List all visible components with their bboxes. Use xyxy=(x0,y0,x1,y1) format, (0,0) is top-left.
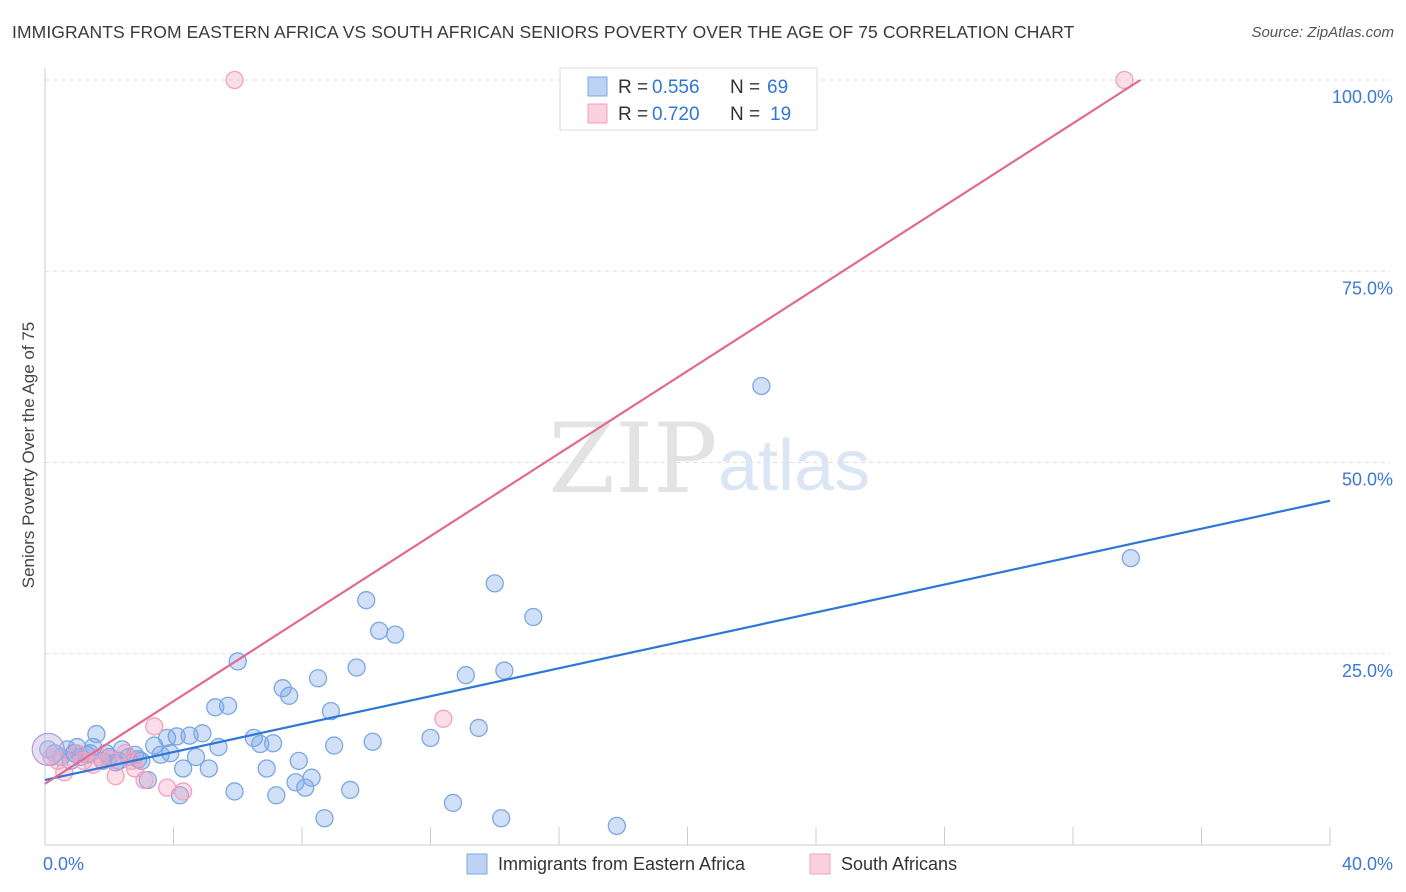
point-series-0-62 xyxy=(456,666,475,685)
point-series-0-36 xyxy=(218,696,238,715)
point-series-0-61 xyxy=(443,793,463,813)
point-series-1-8 xyxy=(106,767,125,786)
point-series-1-18 xyxy=(1115,70,1134,90)
point-series-0-27 xyxy=(167,727,186,746)
point-series-0-63 xyxy=(469,718,488,738)
trend-lines xyxy=(44,79,1331,785)
point-series-0-50 xyxy=(308,669,328,688)
legend-r-label-1: R = xyxy=(618,104,648,125)
point-series-1-14 xyxy=(157,778,177,797)
legend-r-value-0: 0.556 xyxy=(652,77,700,98)
legend-n-label-0: N = xyxy=(730,77,760,98)
point-series-0-11 xyxy=(87,724,106,744)
y-tick-label-1: 50.0% xyxy=(1342,470,1393,490)
point-series-0-64 xyxy=(485,574,504,593)
legend: R = 0.556 N = 69 R = 0.720 N = 19 xyxy=(559,67,818,131)
series-legend-swatch-1 xyxy=(809,853,831,875)
point-series-0-43 xyxy=(267,786,286,805)
legend-swatch-south-africans xyxy=(587,103,608,124)
point-series-1-15 xyxy=(173,782,193,801)
point-series-0-70 xyxy=(1121,548,1140,568)
point-series-0-68 xyxy=(607,816,626,836)
point-series-0-47 xyxy=(289,751,308,770)
trend-line-1 xyxy=(44,79,1142,785)
point-series-0-66 xyxy=(495,661,514,680)
point-series-0-67 xyxy=(524,607,543,627)
legend-r-value-1: 0.720 xyxy=(652,104,700,125)
y-axis-label: Seniors Poverty Over the Age of 75 xyxy=(19,322,38,588)
legend-swatch-eastern-africa xyxy=(587,76,608,97)
point-series-0-29 xyxy=(173,759,193,778)
watermark-zip: ZIP xyxy=(548,403,717,515)
x-tick-label-1: 40.0% xyxy=(1342,854,1393,874)
point-series-0-52 xyxy=(321,701,341,721)
point-series-0-49 xyxy=(302,768,321,787)
point-series-0-51 xyxy=(315,809,334,828)
legend-n-label-1: N = xyxy=(730,104,760,125)
legend-r-label-0: R = xyxy=(618,77,648,98)
point-series-0-56 xyxy=(357,591,376,610)
series-legend: Immigrants from Eastern Africa South Afr… xyxy=(466,853,957,875)
point-series-0-60 xyxy=(421,728,440,748)
source-label: Source: ZipAtlas.com xyxy=(1251,24,1394,41)
point-series-0-42 xyxy=(263,734,283,753)
point-series-0-69 xyxy=(752,376,771,396)
point-series-0-33 xyxy=(199,759,218,778)
y-tick-label-2: 75.0% xyxy=(1342,278,1393,298)
point-series-1-12 xyxy=(135,770,154,790)
series-1 xyxy=(42,70,1134,801)
legend-n-value-1: 19 xyxy=(770,104,791,125)
series-points xyxy=(31,70,1140,836)
chart-title: IMMIGRANTS FROM EASTERN AFRICA VS SOUTH … xyxy=(12,22,1075,42)
point-series-0-58 xyxy=(369,621,389,640)
point-series-0-53 xyxy=(324,736,344,755)
point-series-0-32 xyxy=(193,724,212,743)
tick-labels: 25.0% 50.0% 75.0% 100.0% 0.0% 40.0% xyxy=(43,87,1393,874)
trend-line-0 xyxy=(44,499,1331,782)
point-series-1-16 xyxy=(225,70,244,90)
point-series-0-54 xyxy=(341,780,360,800)
grid-lines xyxy=(45,79,1390,655)
legend-n-value-0: 69 xyxy=(767,77,788,98)
series-legend-swatch-0 xyxy=(466,853,488,875)
watermark: ZIP atlas xyxy=(548,403,870,515)
point-series-1-13 xyxy=(145,717,164,736)
point-series-0-59 xyxy=(386,625,405,644)
series-0 xyxy=(39,376,1140,836)
point-series-0-55 xyxy=(347,658,366,677)
series-legend-label-1: South Africans xyxy=(841,854,957,874)
y-tick-label-0: 25.0% xyxy=(1342,661,1393,681)
point-series-0-45 xyxy=(279,686,299,705)
point-series-0-40 xyxy=(251,734,270,754)
point-series-0-48 xyxy=(296,778,315,797)
series-legend-label-0: Immigrants from Eastern Africa xyxy=(498,854,746,874)
point-series-1-7 xyxy=(100,750,119,769)
x-tick-label-0: 0.0% xyxy=(43,854,84,874)
axes xyxy=(44,68,1331,846)
point-series-0-41 xyxy=(257,759,276,778)
point-series-0-65 xyxy=(492,809,511,828)
point-series-0-31 xyxy=(186,747,206,767)
point-series-0-57 xyxy=(363,732,382,751)
y-tick-label-3: 100.0% xyxy=(1332,87,1393,107)
watermark-atlas: atlas xyxy=(718,426,870,506)
point-series-0-37 xyxy=(225,782,244,801)
point-series-1-17 xyxy=(434,709,453,728)
point-cluster-origin xyxy=(31,732,65,766)
